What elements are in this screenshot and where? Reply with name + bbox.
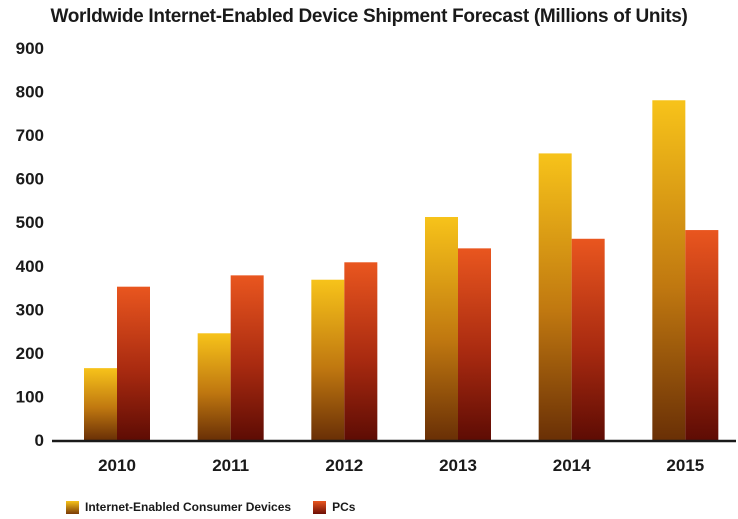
- bar-2015-series-1: [685, 230, 719, 440]
- y-tick-label-700: 700: [16, 126, 44, 145]
- bar-2010-series-0: [84, 368, 117, 440]
- bar-2014-series-1: [571, 238, 605, 440]
- x-tick-label-2012: 2012: [325, 456, 363, 475]
- bar-2014-series-0: [538, 153, 572, 440]
- bar-2010-series-1: [117, 286, 150, 440]
- y-tick-label-100: 100: [16, 387, 44, 406]
- x-tick-label-2010: 2010: [98, 456, 136, 475]
- y-tick-label-200: 200: [16, 344, 44, 363]
- bars-group: [84, 100, 719, 441]
- legend: Internet-Enabled Consumer Devices PCs: [66, 499, 377, 515]
- legend-item-1: PCs: [313, 500, 355, 514]
- legend-swatch-0: [66, 500, 79, 514]
- bar-2012-series-0: [311, 279, 345, 440]
- legend-swatch-1: [313, 500, 327, 514]
- x-axis-ticks: 2010 2011 2012 2013 2014 2015: [98, 456, 704, 475]
- legend-label-1: PCs: [332, 500, 356, 514]
- y-tick-label-900: 900: [16, 39, 44, 58]
- y-tick-label-500: 500: [16, 213, 44, 232]
- y-tick-label-600: 600: [16, 170, 44, 189]
- y-tick-label-400: 400: [16, 257, 44, 276]
- y-tick-label-800: 800: [16, 83, 44, 102]
- x-tick-label-2014: 2014: [553, 456, 591, 475]
- bar-2011-series-0: [197, 333, 231, 440]
- legend-item-0: Internet-Enabled Consumer Devices: [66, 500, 291, 514]
- x-tick-label-2015: 2015: [666, 456, 704, 475]
- chart-title: Worldwide Internet-Enabled Device Shipme…: [50, 6, 688, 27]
- x-tick-label-2011: 2011: [212, 456, 249, 475]
- y-tick-label-0: 0: [35, 431, 44, 450]
- y-tick-label-300: 300: [16, 300, 44, 319]
- bar-2013-series-0: [425, 216, 458, 440]
- bar-2011-series-1: [230, 275, 264, 440]
- bar-2013-series-1: [458, 248, 491, 440]
- x-tick-label-2013: 2013: [439, 456, 477, 475]
- bar-2012-series-1: [344, 262, 378, 440]
- bar-2015-series-0: [652, 100, 686, 441]
- legend-label-0: Internet-Enabled Consumer Devices: [85, 500, 292, 514]
- y-axis-ticks: 0 100 200 300 400 500 600 700 800 900: [16, 39, 44, 450]
